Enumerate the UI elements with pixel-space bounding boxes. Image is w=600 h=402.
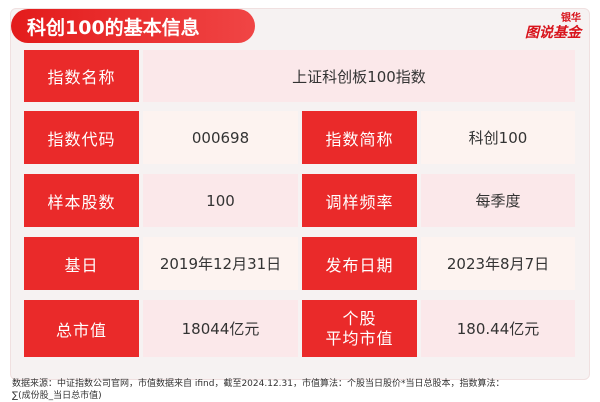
value-sample-count: 100 bbox=[143, 174, 298, 227]
value-base-date: 2019年12月31日 bbox=[143, 237, 298, 290]
value-avg-mktcap: 180.44亿元 bbox=[421, 300, 575, 357]
label-index-name: 指数名称 bbox=[24, 50, 139, 102]
logo-top-text: 银华 bbox=[561, 13, 581, 24]
label-publish-date: 发布日期 bbox=[302, 237, 417, 290]
value-rebalance-freq: 每季度 bbox=[421, 174, 575, 227]
page-title-text: 科创100的基本信息 bbox=[27, 16, 200, 39]
label-sample-count: 样本股数 bbox=[24, 174, 139, 227]
value-publish-date: 2023年8月7日 bbox=[421, 237, 575, 290]
label-total-mktcap: 总市值 bbox=[24, 300, 139, 357]
label-index-short: 指数简称 bbox=[302, 111, 417, 164]
value-index-code: 000698 bbox=[143, 111, 298, 164]
label-base-date: 基日 bbox=[24, 237, 139, 290]
brand-logo: 银华 图说基金 bbox=[501, 13, 581, 43]
footnote-line1: 数据来源：中证指数公司官网，市值数据来自 ifind，截至2024.12.31，… bbox=[12, 379, 505, 389]
value-total-mktcap: 18044亿元 bbox=[143, 300, 298, 357]
footnote-line2: ∑(成份股_当日总市值) bbox=[12, 391, 102, 401]
label-index-code: 指数代码 bbox=[24, 111, 139, 164]
value-index-name: 上证科创板100指数 bbox=[143, 50, 575, 102]
label-avg-mktcap: 个股 平均市值 bbox=[302, 300, 417, 357]
label-rebalance-freq: 调样频率 bbox=[302, 174, 417, 227]
label-avg-mktcap-line2: 平均市值 bbox=[325, 328, 394, 348]
label-avg-mktcap-line1: 个股 bbox=[342, 308, 377, 328]
page-title: 科创100的基本信息 bbox=[11, 9, 255, 43]
value-index-short: 科创100 bbox=[421, 111, 575, 164]
footnote: 数据来源：中证指数公司官网，市值数据来自 ifind，截至2024.12.31，… bbox=[12, 378, 590, 402]
logo-bottom-text: 图说基金 bbox=[525, 25, 581, 41]
